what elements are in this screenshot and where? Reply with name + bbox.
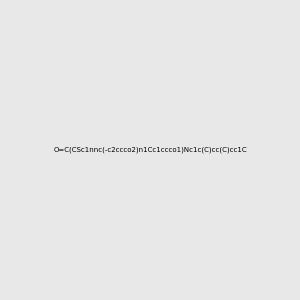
Text: O=C(CSc1nnc(-c2ccco2)n1Cc1ccco1)Nc1c(C)cc(C)cc1C: O=C(CSc1nnc(-c2ccco2)n1Cc1ccco1)Nc1c(C)c… [53, 147, 247, 153]
